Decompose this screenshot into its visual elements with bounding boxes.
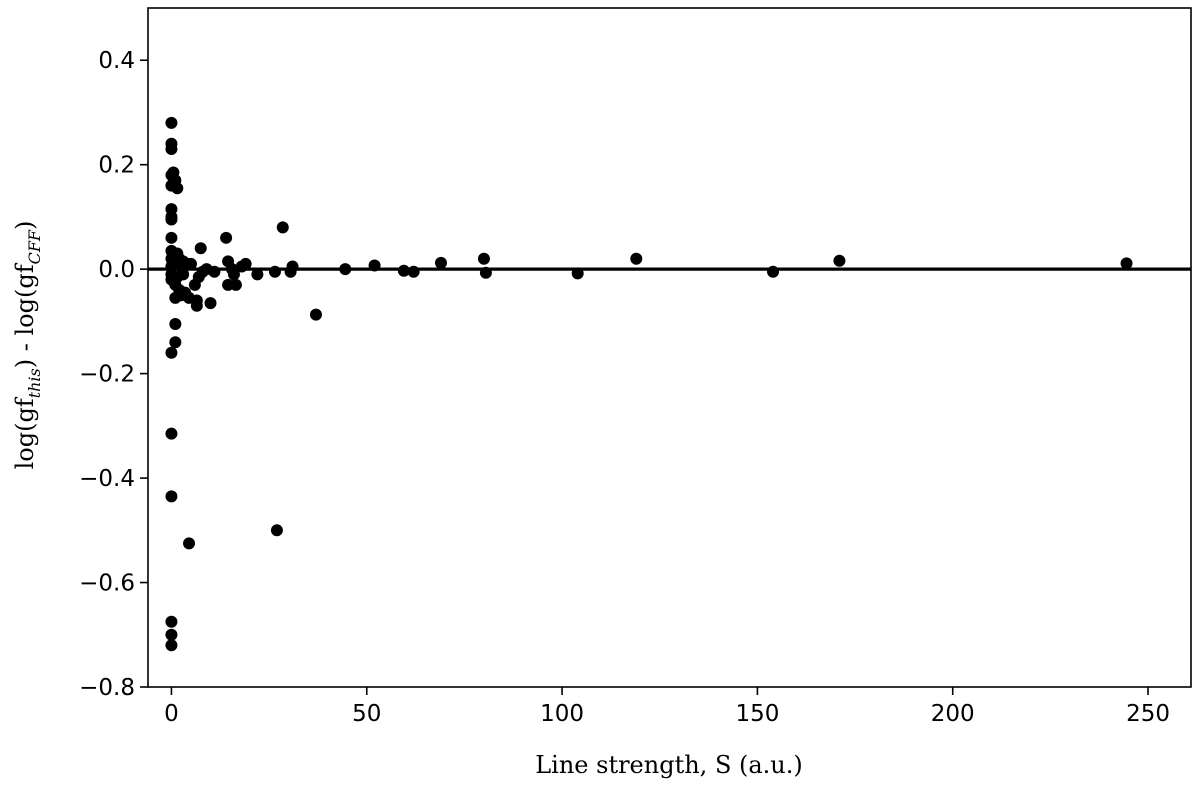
data-point	[397, 264, 410, 277]
data-point	[286, 260, 299, 273]
y-tick-label: 0.2	[98, 153, 135, 179]
y-axis-label-part3: )	[11, 221, 39, 230]
data-point	[183, 537, 196, 550]
x-axis-ticks: 0 50 100 150 200 250	[164, 687, 1170, 727]
x-tick-label: 100	[540, 701, 584, 727]
y-tick-label: 0.4	[98, 48, 135, 74]
data-point	[571, 267, 584, 280]
data-point	[165, 231, 178, 244]
data-point	[165, 639, 178, 652]
data-point	[239, 257, 252, 270]
data-point	[270, 524, 283, 537]
y-axis-label-part2: ) - log(gf	[11, 262, 39, 368]
data-point	[227, 268, 240, 281]
data-point	[339, 263, 352, 276]
y-tick-label: −0.8	[79, 675, 135, 701]
data-point	[169, 336, 182, 349]
data-point	[229, 278, 242, 291]
data-point	[434, 256, 447, 269]
data-point	[184, 257, 197, 270]
y-axis-label-part1: log(gf	[11, 396, 39, 469]
x-tick-label: 150	[735, 701, 779, 727]
data-point	[204, 297, 217, 310]
data-point	[169, 317, 182, 330]
y-tick-label: 0.0	[98, 257, 135, 283]
plot-area-frame	[147, 7, 1192, 688]
data-point	[220, 231, 233, 244]
data-point	[194, 242, 207, 255]
x-axis-label: Line strength, S (a.u.)	[535, 751, 803, 779]
y-tick-label: −0.6	[79, 571, 135, 597]
data-point	[177, 268, 190, 281]
data-point	[479, 266, 492, 279]
data-points-layer	[165, 116, 1133, 652]
data-point	[833, 254, 846, 267]
data-point	[208, 265, 221, 278]
data-point	[171, 182, 184, 195]
y-axis-label: log(gfthis) - log(gfCFF)	[11, 221, 44, 470]
data-point	[630, 252, 643, 265]
data-point	[165, 615, 178, 628]
y-tick-label: −0.2	[79, 362, 135, 388]
data-point	[190, 299, 203, 312]
x-tick-label: 0	[164, 701, 179, 727]
data-point	[368, 259, 381, 272]
data-point	[276, 221, 289, 234]
data-point	[165, 427, 178, 440]
x-tick-label: 50	[352, 701, 381, 727]
data-point	[268, 265, 281, 278]
data-point	[165, 490, 178, 503]
y-axis-label-sub1: this	[25, 368, 44, 398]
data-point	[477, 252, 490, 265]
data-point	[165, 116, 178, 129]
data-point	[165, 346, 178, 359]
data-point	[1120, 257, 1133, 270]
y-axis-ticks: 0.4 0.2 0.0 −0.2 −0.4 −0.6 −0.8	[79, 48, 148, 701]
y-tick-label: −0.4	[79, 466, 135, 492]
data-point	[309, 308, 322, 321]
x-tick-label: 200	[931, 701, 975, 727]
data-point	[767, 265, 780, 278]
data-point	[165, 213, 178, 226]
data-point	[251, 268, 264, 281]
y-axis-label-sub2: CFF	[25, 229, 44, 264]
data-point	[165, 143, 178, 156]
data-point	[165, 628, 178, 641]
x-tick-label: 250	[1126, 701, 1170, 727]
data-point	[407, 265, 420, 278]
